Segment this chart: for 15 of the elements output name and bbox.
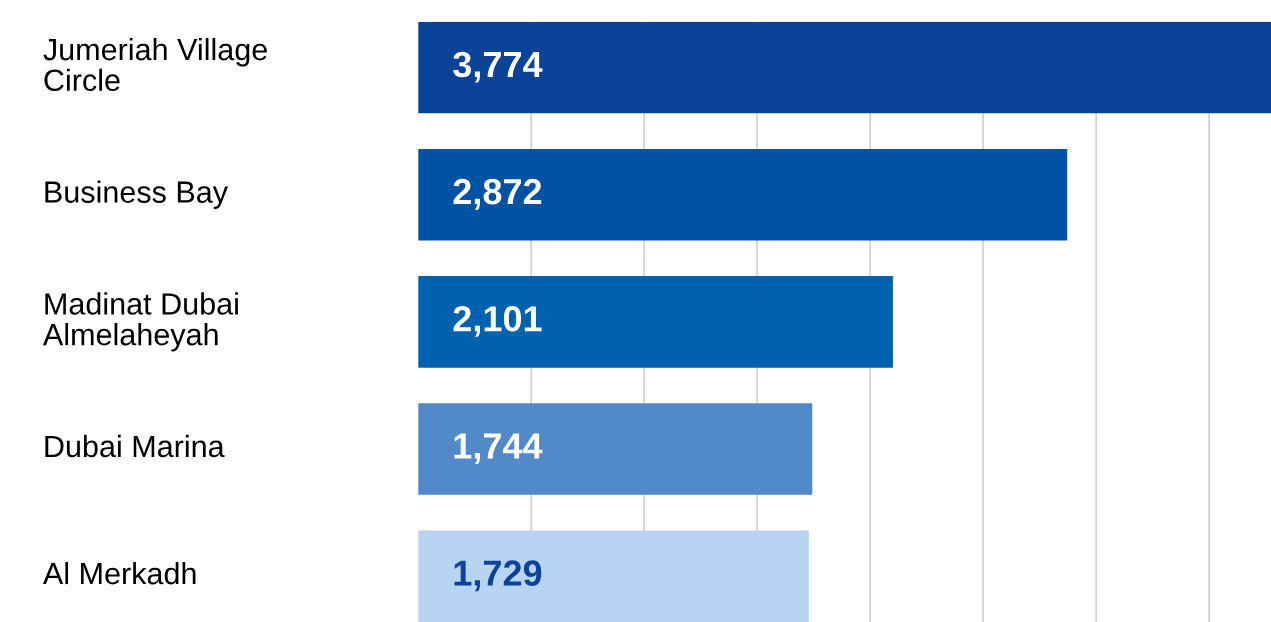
data-label: 1,744 [454, 433, 543, 464]
y-tick-label: Al Merkadh [42, 561, 196, 585]
bar [418, 276, 893, 368]
data-label: 2,872 [453, 178, 542, 210]
bar [418, 148, 1068, 241]
y-tick-label: Business Bay [45, 180, 228, 209]
data-label: 3,774 [453, 51, 543, 83]
data-label: 2,101 [453, 306, 542, 337]
y-tick-label: Dubai Marina [45, 434, 225, 458]
data-label: 1,729 [454, 560, 542, 592]
y-tick-label: Jumeriah Village Circle [43, 37, 267, 92]
bar [418, 530, 809, 622]
y-tick-label: Madinat Dubai Almelaheyah [42, 292, 238, 352]
bar [418, 403, 813, 495]
bar [418, 21, 1271, 114]
